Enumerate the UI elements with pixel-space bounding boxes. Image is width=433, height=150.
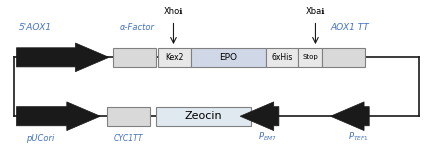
Polygon shape (16, 102, 100, 131)
Text: P$_{EM7}$: P$_{EM7}$ (258, 130, 277, 143)
FancyBboxPatch shape (298, 48, 322, 67)
FancyBboxPatch shape (322, 48, 365, 67)
Polygon shape (16, 43, 109, 72)
FancyBboxPatch shape (191, 48, 266, 67)
Text: AOX1 TT: AOX1 TT (330, 23, 369, 32)
Text: EPO: EPO (220, 53, 237, 62)
Polygon shape (240, 102, 279, 131)
Text: Zeocin: Zeocin (185, 111, 223, 121)
FancyBboxPatch shape (158, 48, 191, 67)
FancyBboxPatch shape (113, 48, 156, 67)
Text: 6xHis: 6xHis (271, 53, 293, 62)
Text: Xhoℹ: Xhoℹ (164, 7, 183, 16)
Text: pUCori: pUCori (26, 134, 54, 143)
Polygon shape (330, 102, 369, 131)
Text: Stop: Stop (302, 54, 318, 60)
Text: α-Factor: α-Factor (120, 23, 155, 32)
Text: P$_{TEF1}$: P$_{TEF1}$ (348, 130, 369, 143)
Text: CYC1TT: CYC1TT (113, 134, 143, 143)
FancyBboxPatch shape (156, 107, 251, 126)
FancyBboxPatch shape (266, 48, 298, 67)
Text: Kex2: Kex2 (165, 53, 184, 62)
Text: Xbaℹ: Xbaℹ (306, 7, 325, 16)
Text: 5'AOX1: 5'AOX1 (19, 23, 52, 32)
FancyBboxPatch shape (107, 107, 150, 126)
